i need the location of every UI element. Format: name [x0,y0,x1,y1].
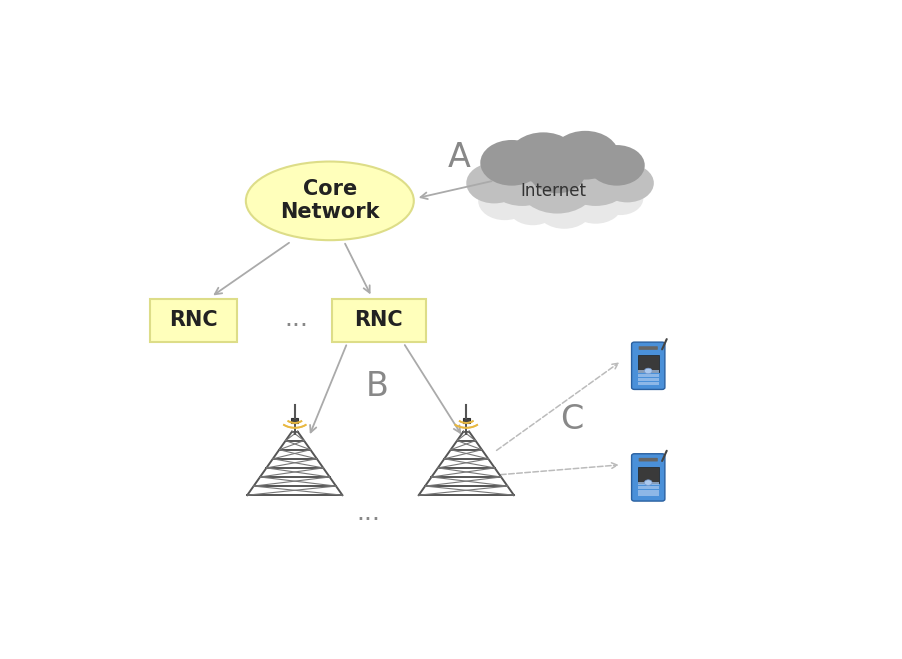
Circle shape [596,182,642,215]
FancyBboxPatch shape [331,299,426,341]
Text: B: B [365,370,389,403]
Circle shape [529,153,584,193]
FancyBboxPatch shape [637,490,658,492]
Text: Internet: Internet [520,182,586,200]
Text: ...: ... [356,501,380,525]
Circle shape [508,132,577,183]
FancyBboxPatch shape [150,299,237,341]
Circle shape [478,182,530,220]
FancyBboxPatch shape [637,494,658,496]
FancyBboxPatch shape [637,486,658,489]
Text: Core
Network: Core Network [280,179,379,223]
FancyBboxPatch shape [637,482,658,485]
FancyBboxPatch shape [463,418,469,422]
Text: ...: ... [284,306,308,331]
Text: RNC: RNC [354,310,402,330]
Text: C: C [559,403,582,436]
FancyBboxPatch shape [638,346,657,350]
Circle shape [519,158,595,214]
FancyBboxPatch shape [637,370,658,373]
Circle shape [644,368,651,374]
Circle shape [568,185,621,223]
FancyBboxPatch shape [630,454,664,501]
Circle shape [536,188,592,229]
FancyBboxPatch shape [637,374,658,377]
Circle shape [508,190,557,225]
Circle shape [551,131,618,179]
Circle shape [465,163,521,204]
FancyBboxPatch shape [637,467,658,484]
Ellipse shape [245,161,413,240]
Circle shape [480,140,543,186]
FancyBboxPatch shape [291,418,298,422]
Circle shape [644,480,651,486]
FancyBboxPatch shape [638,458,657,461]
FancyBboxPatch shape [637,382,658,385]
Text: RNC: RNC [169,310,217,330]
Circle shape [588,145,644,186]
Circle shape [600,164,653,202]
Circle shape [560,156,630,206]
FancyBboxPatch shape [630,342,664,389]
FancyBboxPatch shape [637,378,658,381]
FancyBboxPatch shape [637,355,658,372]
Circle shape [487,156,557,206]
Text: A: A [447,141,470,174]
